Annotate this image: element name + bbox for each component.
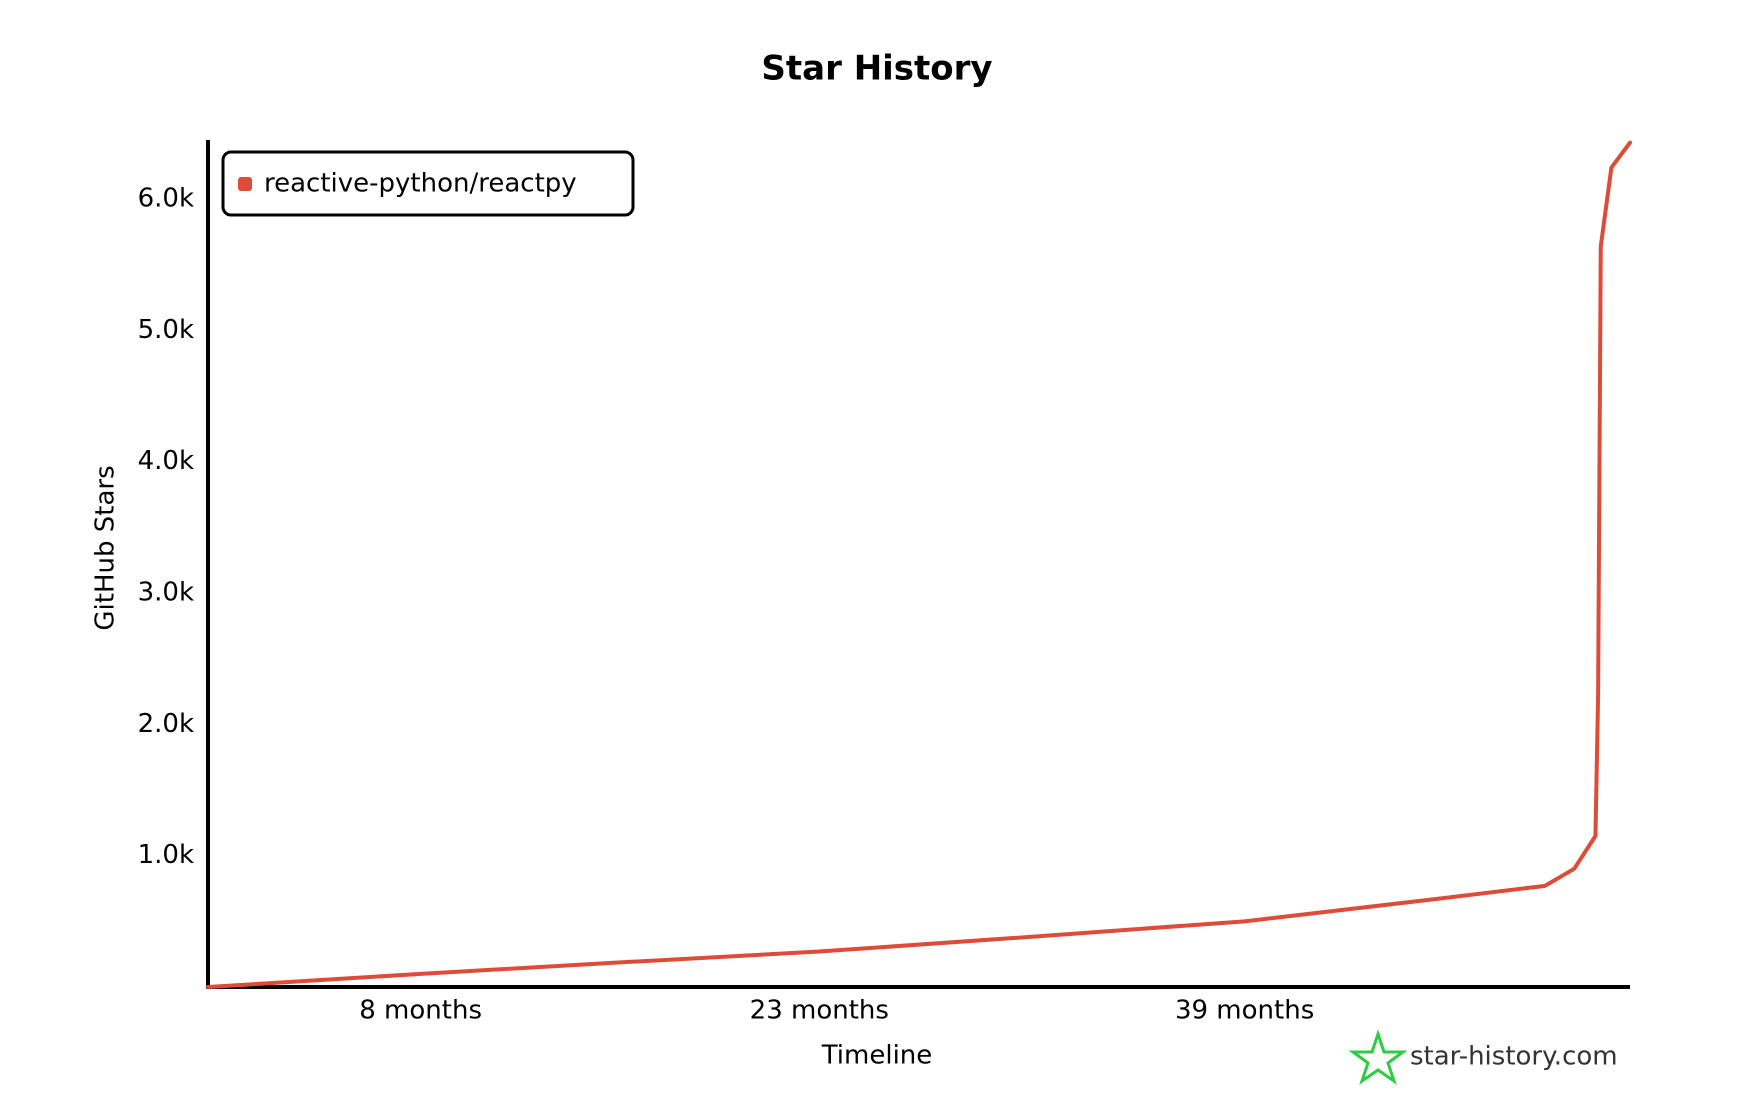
- x-tick-label: 39 months: [1175, 996, 1314, 1026]
- series-line: [206, 140, 1632, 989]
- legend-box: [221, 150, 635, 217]
- legend-swatch: [238, 177, 252, 191]
- watermark-icon: [1348, 1029, 1408, 1085]
- legend-label: reactive-python/reactpy: [264, 169, 577, 199]
- y-tick-label: 5.0k: [138, 315, 194, 345]
- y-tick-label: 2.0k: [138, 709, 194, 739]
- watermark: star-history.com: [1348, 1029, 1618, 1085]
- y-axis-label: GitHub Stars: [91, 465, 121, 630]
- y-tick-label: 4.0k: [138, 446, 194, 476]
- y-tick-label: 3.0k: [138, 578, 194, 608]
- x-tick-label: 23 months: [750, 996, 889, 1026]
- chart-title: Star History: [761, 49, 992, 89]
- y-tick-label: 1.0k: [138, 840, 194, 870]
- x-tick-label: 8 months: [359, 996, 482, 1026]
- y-tick-label: 6.0k: [138, 184, 194, 214]
- x-axis-label: Timeline: [821, 1041, 933, 1071]
- watermark-text: star-history.com: [1410, 1042, 1618, 1072]
